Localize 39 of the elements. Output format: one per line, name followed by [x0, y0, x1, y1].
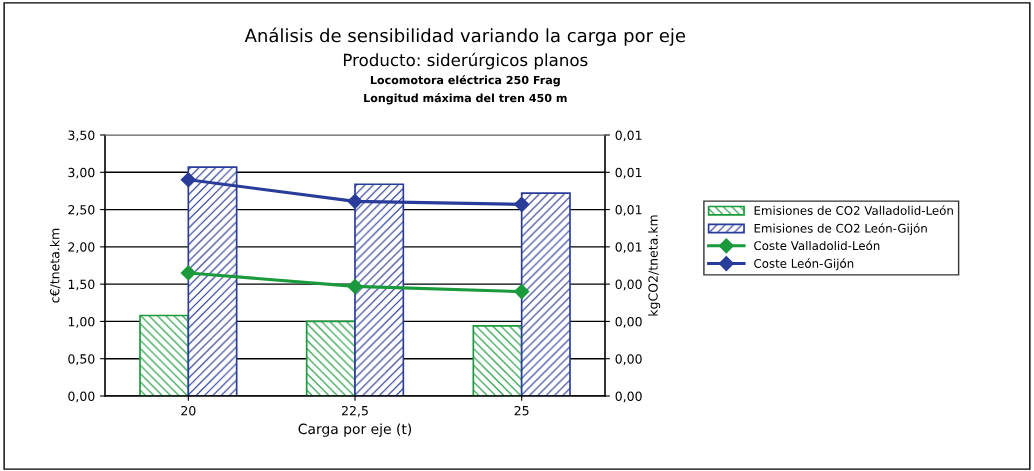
y2-tick-label: 0,01 — [615, 130, 642, 142]
point — [514, 284, 530, 300]
y-tick-label: 2,50 — [68, 205, 95, 216]
chart-title: Análisis de sensibilidad variando la carga por eje — [244, 27, 686, 46]
point — [514, 196, 530, 212]
y-tick-label: 3,50 — [68, 130, 95, 142]
y2-tick-label: 0,00 — [615, 354, 642, 365]
y-axis-title: c€/tneta.km — [49, 228, 61, 303]
text: Locomotora eléctrica 250 Frag — [370, 75, 560, 87]
x-tick-label: 22,5 — [342, 405, 368, 417]
x-axis-title: Carga por eje (t) — [298, 423, 412, 437]
point — [180, 265, 196, 281]
y2-tick-label: 0,01 — [615, 205, 642, 216]
y-tick-label: 0,50 — [68, 354, 95, 365]
y2-tick-label: 0,01 — [615, 242, 642, 254]
chart-subtitle: Producto: siderúrgicos planos — [343, 52, 588, 70]
legend-label: Coste León-Gijón — [754, 258, 854, 271]
y2-tick-label: 0,01 — [615, 167, 642, 179]
point — [347, 278, 363, 294]
y-tick-label: 1,00 — [68, 316, 95, 328]
y2-tick-label: 0,00 — [615, 316, 642, 328]
point — [347, 193, 363, 209]
bar — [305, 320, 356, 396]
x-tick-label: 20 — [181, 405, 196, 416]
bar — [472, 325, 523, 396]
y-tick-label: 1,50 — [68, 279, 95, 291]
bar — [139, 314, 190, 396]
y2-tick-label: 0,00 — [615, 391, 642, 403]
x-tick-label: 25 — [514, 405, 529, 416]
legend-label: Emisiones de CO2 Valladolid-León — [754, 205, 953, 215]
legend-label: Emisiones de CO2 León-Gijón — [754, 223, 927, 236]
legend-label: Coste Valladolid-León — [754, 240, 880, 251]
y2-axis-title: kgCO2/tneta.km — [648, 215, 661, 316]
point — [180, 172, 196, 188]
y-tick-label: 0,00 — [68, 391, 95, 403]
y2-tick-label: 0,00 — [615, 279, 642, 291]
y-tick-label: 3,00 — [68, 167, 95, 179]
text: Longitud máxima del tren 450 m — [364, 93, 567, 105]
y-tick-label: 2,00 — [68, 242, 95, 254]
